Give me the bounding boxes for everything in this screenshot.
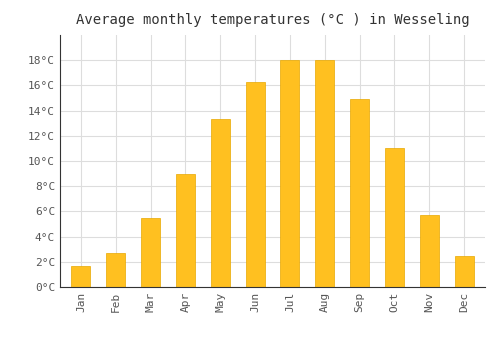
Bar <box>246 82 264 287</box>
Bar <box>141 218 160 287</box>
Bar <box>176 174 195 287</box>
Bar <box>420 215 439 287</box>
Title: Average monthly temperatures (°C ) in Wesseling: Average monthly temperatures (°C ) in We… <box>76 13 469 27</box>
Bar <box>350 99 369 287</box>
Bar <box>315 60 334 287</box>
Bar <box>454 256 473 287</box>
Bar <box>280 60 299 287</box>
Bar <box>72 266 90 287</box>
Bar <box>106 253 126 287</box>
Bar <box>210 119 230 287</box>
Bar <box>385 148 404 287</box>
